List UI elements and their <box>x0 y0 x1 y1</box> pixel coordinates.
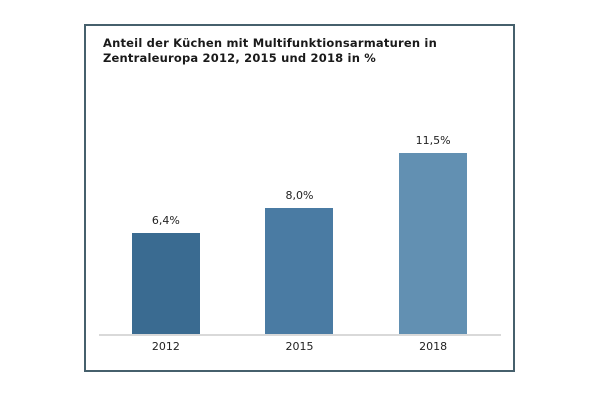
x-axis-label: 2012 <box>151 340 180 353</box>
bar-value-label: 6,4% <box>151 214 180 227</box>
x-axis-label: 2018 <box>419 340 448 353</box>
chart-title-line1: Anteil der Küchen mit Multifunktionsarma… <box>103 36 437 50</box>
plot-area: 6,4% 8,0% 11,5% <box>99 26 500 334</box>
x-axis-labels: 2012 2015 2018 <box>99 340 500 353</box>
bar-rect <box>399 153 468 334</box>
bar-rect <box>265 208 334 334</box>
bar-rect <box>131 233 200 334</box>
bar-value-label: 8,0% <box>285 189 314 202</box>
chart-title-line2: Zentraleuropa 2012, 2015 und 2018 in % <box>103 51 377 65</box>
chart-panel: Anteil der Küchen mit Multifunktionsarma… <box>84 24 515 372</box>
chart-title: Anteil der Küchen mit Multifunktionsarma… <box>103 36 473 66</box>
x-axis-label: 2015 <box>285 340 314 353</box>
bar-column: 11,5% <box>399 134 468 334</box>
bar-value-label: 11,5% <box>415 134 451 147</box>
x-axis-line <box>99 334 501 336</box>
bar-column: 6,4% <box>131 214 200 334</box>
bar-column: 8,0% <box>265 189 334 334</box>
